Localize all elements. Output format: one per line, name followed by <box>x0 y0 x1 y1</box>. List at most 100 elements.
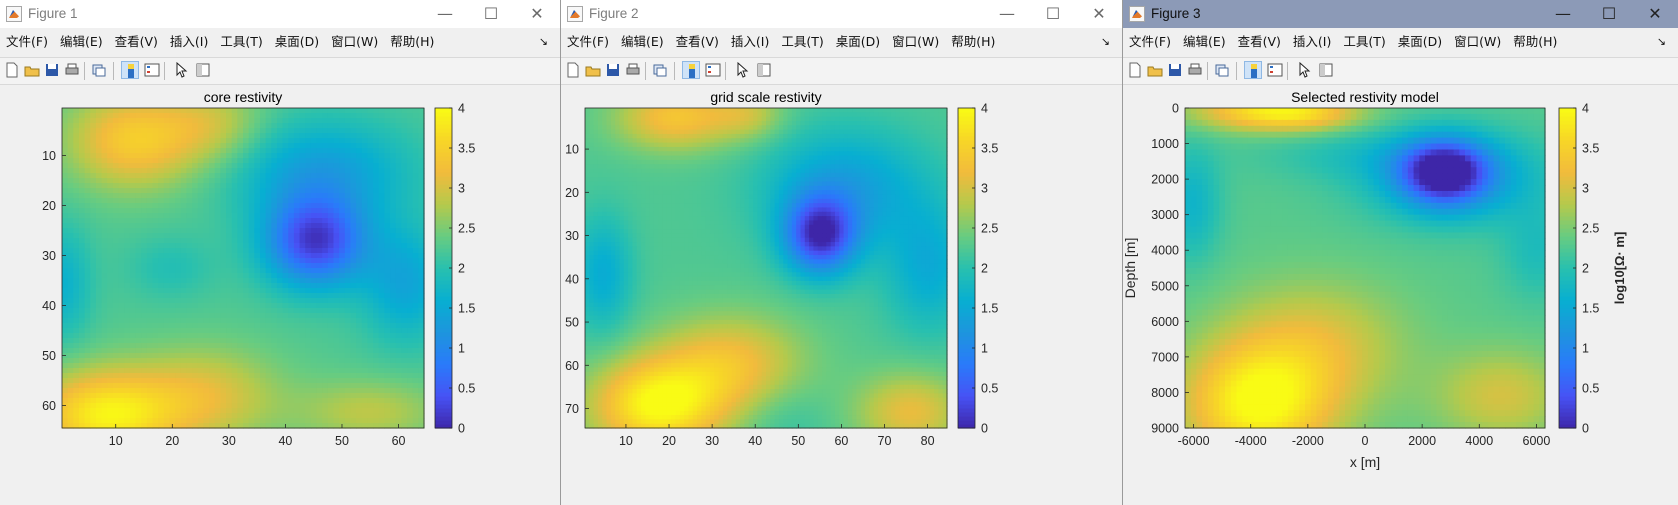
print-icon[interactable] <box>63 61 81 79</box>
heatmap-cell <box>675 116 681 122</box>
colorbar-toggle-icon[interactable] <box>121 61 139 79</box>
menu-edit[interactable]: 编辑(E) <box>59 34 103 49</box>
colorbar-segment <box>435 308 452 313</box>
menu-overflow-icon[interactable]: ↘ <box>1100 35 1110 48</box>
menu-tools[interactable]: 工具(T) <box>781 34 824 49</box>
heatmap-cell <box>401 298 408 304</box>
menu-window[interactable]: 窗口(W) <box>331 34 379 49</box>
heatmap-cell <box>890 116 896 122</box>
heatmap-cell <box>107 173 114 179</box>
heatmap-cell <box>701 142 707 148</box>
heatmap-cell <box>367 243 374 249</box>
close-button[interactable]: ✕ <box>530 4 544 23</box>
heatmap-cell <box>378 198 386 204</box>
heatmap-cell <box>90 378 97 384</box>
menu-overflow-icon[interactable]: ↘ <box>538 35 548 48</box>
heatmap-cell <box>271 218 278 224</box>
heatmap-cell <box>418 273 425 279</box>
legend-toggle-icon[interactable] <box>704 61 722 79</box>
heatmap-cell <box>243 158 250 164</box>
close-button[interactable]: ✕ <box>1092 4 1106 23</box>
heatmap-cell <box>378 393 386 399</box>
heatmap-cell <box>90 223 97 229</box>
property-editor-icon[interactable] <box>194 61 212 79</box>
menu-edit[interactable]: 编辑(E) <box>620 34 664 49</box>
heatmap-cell <box>95 368 103 374</box>
open-file-icon[interactable] <box>23 61 41 79</box>
heatmap-cell <box>259 153 267 159</box>
menu-help[interactable]: 帮助(H) <box>951 34 996 49</box>
save-icon[interactable] <box>604 61 622 79</box>
menu-insert[interactable]: 插入(I) <box>169 34 209 49</box>
pointer-icon[interactable] <box>733 61 751 79</box>
menu-help[interactable]: 帮助(H) <box>390 34 435 49</box>
maximize-button[interactable]: ☐ <box>1045 4 1061 23</box>
heatmap-cell <box>282 218 289 224</box>
legend-toggle-icon[interactable] <box>143 61 161 79</box>
menu-insert[interactable]: 插入(I) <box>730 34 770 49</box>
heatmap-cell <box>163 398 171 404</box>
heatmap-cell <box>316 238 323 244</box>
heatmap-cell <box>180 218 188 224</box>
new-figure-icon[interactable] <box>564 61 582 79</box>
heatmap-cell <box>830 116 836 122</box>
heatmap-cell <box>378 228 386 234</box>
title-bar[interactable]: Figure 1 — ☐ ✕ <box>0 0 560 28</box>
heatmap-cell <box>356 278 363 284</box>
new-figure-icon[interactable] <box>3 61 21 79</box>
heatmap-cell <box>101 218 108 224</box>
minimize-button[interactable]: — <box>437 4 453 23</box>
colorbar-toggle-icon[interactable] <box>682 61 700 79</box>
maximize-button[interactable]: ☐ <box>483 4 499 23</box>
heatmap-cell <box>753 120 758 126</box>
heatmap-cell <box>735 116 741 122</box>
menu-desktop[interactable]: 桌面(D) <box>274 34 320 49</box>
heatmap-cell <box>67 383 74 389</box>
heatmap-cell <box>237 368 244 374</box>
menu-file[interactable]: 文件(F) <box>6 34 48 49</box>
property-editor-icon[interactable] <box>755 61 773 79</box>
minimize-button[interactable]: — <box>999 4 1015 23</box>
menu-desktop[interactable]: 桌面(D) <box>835 34 881 49</box>
heatmap-cell <box>220 188 227 194</box>
pointer-icon[interactable] <box>172 61 190 79</box>
link-plot-icon[interactable] <box>651 61 669 79</box>
heatmap-cell <box>84 158 91 164</box>
link-plot-icon[interactable] <box>90 61 108 79</box>
heatmap-cell <box>310 108 318 114</box>
heatmap-cell <box>339 298 346 304</box>
heatmap-cell <box>158 178 165 184</box>
heatmap-cell <box>259 333 267 339</box>
heatmap-cell <box>310 243 318 249</box>
heatmap-cell <box>243 168 250 174</box>
heatmap-cell <box>350 318 357 324</box>
heatmap-cell <box>658 108 664 113</box>
save-icon[interactable] <box>43 61 61 79</box>
heatmap-cell <box>299 163 306 169</box>
heatmap-cell <box>878 129 883 135</box>
menu-file[interactable]: 文件(F) <box>567 34 609 49</box>
heatmap-cell <box>418 233 425 239</box>
heatmap-cell <box>356 233 363 239</box>
heatmap-cell <box>847 112 853 118</box>
heatmap-cell <box>282 233 289 239</box>
print-icon[interactable] <box>624 61 642 79</box>
title-bar[interactable]: Figure 2 — ☐ ✕ <box>561 0 1122 28</box>
heatmap-cell <box>62 338 69 344</box>
menu-view[interactable]: 查看(V) <box>114 34 158 49</box>
menu-tools[interactable]: 工具(T) <box>220 34 263 49</box>
heatmap-cell <box>107 228 114 234</box>
heatmap-cell <box>293 153 301 159</box>
heatmap-cell <box>95 383 103 389</box>
heatmap-cell <box>356 173 363 179</box>
heatmap-cell <box>418 298 425 304</box>
heatmap-cell <box>152 343 159 349</box>
heatmap-cell <box>180 148 188 154</box>
menu-view[interactable]: 查看(V) <box>675 34 719 49</box>
heatmap-cell <box>158 273 165 279</box>
open-file-icon[interactable] <box>584 61 602 79</box>
heatmap-cell <box>356 288 363 294</box>
heatmap-cell <box>395 378 402 384</box>
menu-window[interactable]: 窗口(W) <box>892 34 940 49</box>
heatmap-cell <box>310 398 318 404</box>
